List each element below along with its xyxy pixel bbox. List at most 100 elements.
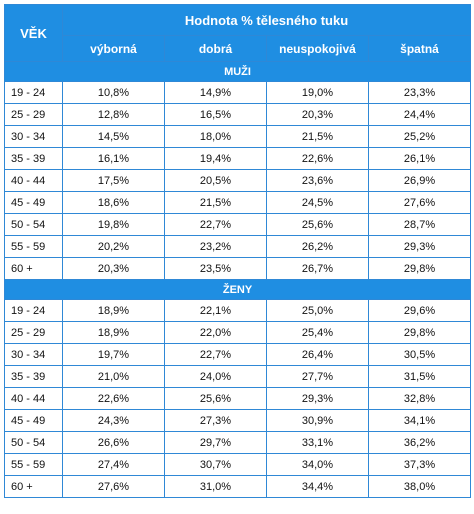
value-poor-cell: 37,3% [367, 453, 472, 476]
value-excellent-cell: 18,9% [62, 299, 165, 322]
table-header: VĚK Hodnota % tělesného tuku výborná dob… [4, 4, 472, 62]
value-unsatisfactory-cell: 26,2% [266, 235, 369, 258]
value-excellent-cell: 27,4% [62, 453, 165, 476]
table-row: 45 - 49 24,3% 27,3% 30,9% 34,1% [4, 409, 472, 432]
age-range-cell: 45 - 49 [4, 191, 63, 214]
value-poor-cell: 29,8% [367, 321, 472, 344]
value-unsatisfactory-cell: 24,5% [266, 191, 369, 214]
table-row: 19 - 24 18,9% 22,1% 25,0% 29,6% [4, 299, 472, 322]
value-excellent-cell: 19,7% [62, 343, 165, 366]
value-unsatisfactory-cell: 25,6% [266, 213, 369, 236]
value-excellent-cell: 18,6% [62, 191, 165, 214]
body-fat-table-container: VĚK Hodnota % tělesného tuku výborná dob… [3, 4, 472, 498]
value-poor-cell: 24,4% [367, 103, 472, 126]
value-excellent-cell: 16,1% [62, 147, 165, 170]
value-excellent-cell: 17,5% [62, 169, 165, 192]
value-poor-cell: 23,3% [367, 81, 472, 104]
value-good-cell: 30,7% [164, 453, 267, 476]
section-label: MUŽI [3, 61, 472, 82]
value-poor-cell: 30,5% [367, 343, 472, 366]
value-unsatisfactory-cell: 33,1% [266, 431, 369, 454]
value-good-cell: 27,3% [164, 409, 267, 432]
age-range-cell: 35 - 39 [4, 147, 63, 170]
age-range-cell: 19 - 24 [4, 81, 63, 104]
value-excellent-cell: 18,9% [62, 321, 165, 344]
value-good-cell: 23,5% [164, 257, 267, 280]
value-unsatisfactory-cell: 26,7% [266, 257, 369, 280]
value-good-cell: 22,7% [164, 213, 267, 236]
value-poor-cell: 29,8% [367, 257, 472, 280]
table-row: 25 - 29 18,9% 22,0% 25,4% 29,8% [4, 321, 472, 344]
table-row: 60 +20,3% 23,5% 26,7% 29,8% [4, 257, 472, 280]
value-good-cell: 25,6% [164, 387, 267, 410]
age-range-cell: 50 - 54 [4, 431, 63, 454]
table-title: Hodnota % tělesného tuku [61, 4, 472, 36]
value-unsatisfactory-cell: 29,3% [266, 387, 369, 410]
column-header-poor: špatná [367, 35, 472, 62]
value-poor-cell: 28,7% [367, 213, 472, 236]
age-range-cell: 55 - 59 [4, 235, 63, 258]
value-excellent-cell: 26,6% [62, 431, 165, 454]
value-unsatisfactory-cell: 27,7% [266, 365, 369, 388]
value-unsatisfactory-cell: 19,0% [266, 81, 369, 104]
age-range-cell: 30 - 34 [4, 125, 63, 148]
value-poor-cell: 31,5% [367, 365, 472, 388]
column-header-good: dobrá [164, 35, 267, 62]
table-row: 35 - 39 16,1% 19,4% 22,6% 26,1% [4, 147, 472, 170]
table-row: 45 - 49 18,6% 21,5% 24,5% 27,6% [4, 191, 472, 214]
value-unsatisfactory-cell: 25,0% [266, 299, 369, 322]
table-row: 19 - 24 10,8% 14,9% 19,0% 23,3% [4, 81, 472, 104]
value-excellent-cell: 20,2% [62, 235, 165, 258]
value-unsatisfactory-cell: 34,0% [266, 453, 369, 476]
value-good-cell: 22,0% [164, 321, 267, 344]
value-excellent-cell: 27,6% [62, 475, 165, 498]
age-range-cell: 25 - 29 [4, 321, 63, 344]
value-poor-cell: 32,8% [367, 387, 472, 410]
value-excellent-cell: 21,0% [62, 365, 165, 388]
value-unsatisfactory-cell: 25,4% [266, 321, 369, 344]
table-row: 60 +27,6% 31,0% 34,4% 38,0% [4, 475, 472, 498]
age-range-cell: 50 - 54 [4, 213, 63, 236]
table-row: 40 - 44 17,5% 20,5% 23,6% 26,9% [4, 169, 472, 192]
value-poor-cell: 34,1% [367, 409, 472, 432]
age-column-header: VĚK [4, 4, 63, 62]
table-row: 55 - 59 20,2% 23,2% 26,2% 29,3% [4, 235, 472, 258]
value-good-cell: 29,7% [164, 431, 267, 454]
value-good-cell: 23,2% [164, 235, 267, 258]
value-poor-cell: 27,6% [367, 191, 472, 214]
age-range-cell: 25 - 29 [4, 103, 63, 126]
table-row: 40 - 44 22,6% 25,6% 29,3% 32,8% [4, 387, 472, 410]
age-range-cell: 40 - 44 [4, 169, 63, 192]
table-row: 25 - 29 12,8% 16,5% 20,3% 24,4% [4, 103, 472, 126]
value-poor-cell: 36,2% [367, 431, 472, 454]
section-row: ŽENY [3, 279, 472, 300]
value-poor-cell: 26,1% [367, 147, 472, 170]
value-excellent-cell: 19,8% [62, 213, 165, 236]
value-good-cell: 21,5% [164, 191, 267, 214]
value-good-cell: 19,4% [164, 147, 267, 170]
table-body: MUŽI 19 - 24 10,8% 14,9% 19,0% 23,3% 25 - 29 12… [3, 61, 472, 498]
value-unsatisfactory-cell: 21,5% [266, 125, 369, 148]
age-range-cell: 19 - 24 [4, 299, 63, 322]
age-range-cell: 55 - 59 [4, 453, 63, 476]
age-range-cell: 40 - 44 [4, 387, 63, 410]
column-header-excellent: výborná [62, 35, 165, 62]
age-range-cell: 45 - 49 [4, 409, 63, 432]
value-good-cell: 24,0% [164, 365, 267, 388]
value-excellent-cell: 24,3% [62, 409, 165, 432]
value-excellent-cell: 12,8% [62, 103, 165, 126]
value-excellent-cell: 20,3% [62, 257, 165, 280]
value-poor-cell: 29,3% [367, 235, 472, 258]
value-unsatisfactory-cell: 23,6% [266, 169, 369, 192]
value-poor-cell: 25,2% [367, 125, 472, 148]
age-range-cell: 30 - 34 [4, 343, 63, 366]
value-poor-cell: 26,9% [367, 169, 472, 192]
table-row: 50 - 54 19,8% 22,7% 25,6% 28,7% [4, 213, 472, 236]
value-unsatisfactory-cell: 20,3% [266, 103, 369, 126]
column-header-unsatisfactory: neuspokojivá [266, 35, 369, 62]
table-row: 30 - 34 14,5% 18,0% 21,5% 25,2% [4, 125, 472, 148]
age-range-cell: 60 + [4, 475, 63, 498]
table-row: 30 - 34 19,7% 22,7% 26,4% 30,5% [4, 343, 472, 366]
section-label: ŽENY [3, 279, 472, 300]
value-good-cell: 22,7% [164, 343, 267, 366]
